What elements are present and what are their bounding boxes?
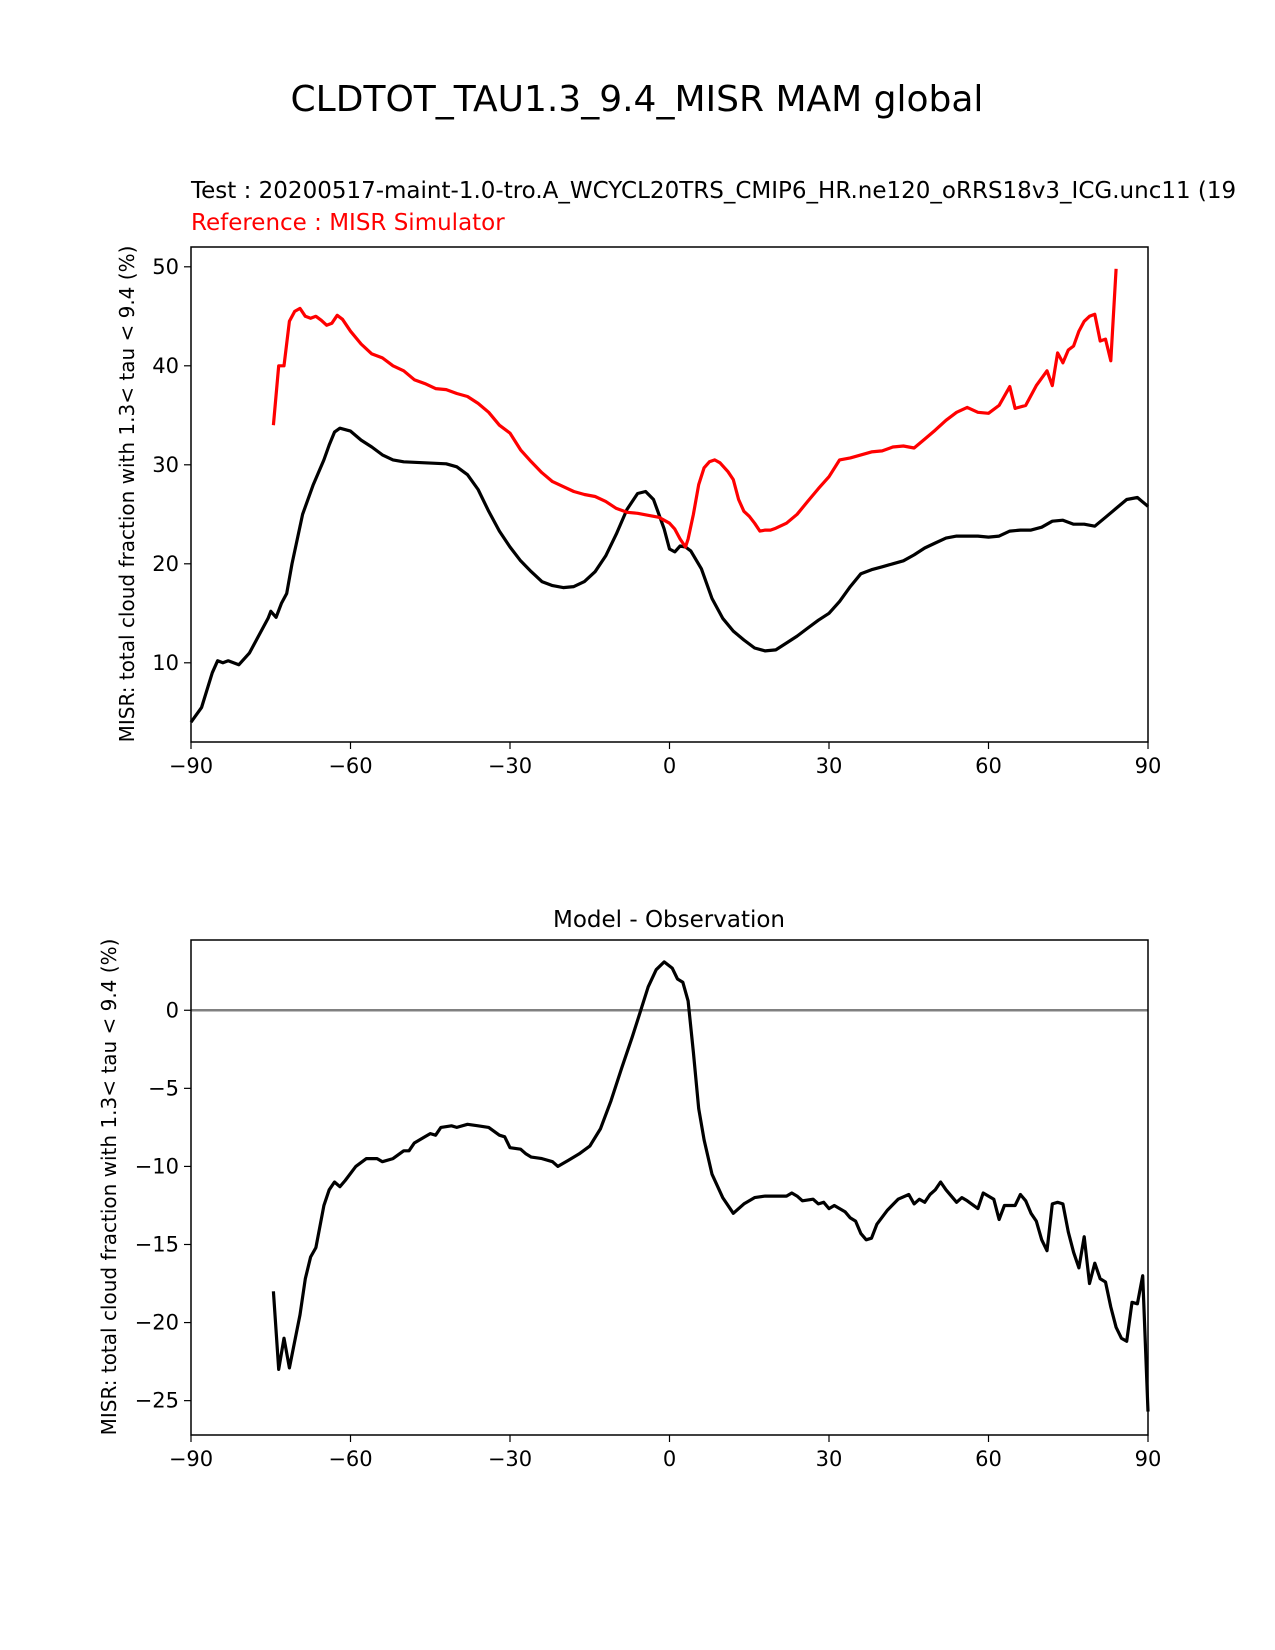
top-x-tick-label: 60 [975, 754, 1002, 778]
top-x-tick-label: −30 [488, 754, 532, 778]
bottom-plot-grid: −90 −60 −30 0 30 60 90 0 −5 −10 −15 −20 −25 [135, 998, 1162, 1471]
bottom-y-tick-label: −10 [135, 1154, 179, 1178]
top-plot: Test : 20200517-maint-1.0-tro.A_WCYCL20T… [115, 178, 1236, 778]
bottom-y-tick-label: 0 [166, 998, 179, 1022]
test-label: Test : 20200517-maint-1.0-tro.A_WCYCL20T… [190, 178, 1236, 204]
top-plot-series [189, 268, 1150, 724]
bottom-plot-frame [190, 939, 1149, 1436]
top-x-tick-label: −60 [328, 754, 372, 778]
bottom-plot-series [191, 960, 1150, 1412]
bottom-plot: Model - Observation −90 −60 −30 0 30 60 900−5−… [97, 907, 1161, 1471]
top-plot-frame [190, 246, 1149, 743]
top-y-tick-label: 30 [152, 453, 179, 477]
bottom-x-tick-label: −60 [328, 1447, 372, 1471]
bottom-x-tick-label: 30 [816, 1447, 843, 1471]
bottom-y-axis-label: MISR: total cloud fraction with 1.3< tau… [97, 939, 121, 1436]
top-y-tick-label: 20 [152, 552, 179, 576]
bottom-x-tick-label: −90 [169, 1447, 213, 1471]
top-y-tick-label: 50 [152, 255, 179, 279]
top-y-tick-label: 40 [152, 354, 179, 378]
bottom-y-tick-label: −5 [148, 1076, 179, 1100]
top-x-tick-label: 0 [663, 754, 676, 778]
top-plot-grid: −90 −60 −30 0 30 60 90 10 20 30 40 50 [152, 255, 1161, 778]
bottom-x-tick-label: −30 [488, 1447, 532, 1471]
top-y-axis-label: MISR: total cloud fraction with 1.3< tau… [115, 246, 139, 743]
top-reference-series-line [271, 268, 1118, 549]
bottom-y-tick-label: −15 [135, 1232, 179, 1256]
bottom-y-tick-label: −25 [135, 1389, 179, 1413]
top-x-tick-label: 90 [1135, 754, 1162, 778]
top-y-tick-label: 10 [152, 651, 179, 675]
bottom-x-tick-label: 60 [975, 1447, 1002, 1471]
top-x-tick-label: 30 [816, 754, 843, 778]
bottom-plot-title: Model - Observation [553, 907, 785, 933]
bottom-x-tick-label: 0 [663, 1447, 676, 1471]
top-test-series-line [189, 426, 1150, 724]
reference-label: Reference : MISR Simulator [191, 210, 505, 236]
figure-title: CLDTOT_TAU1.3_9.4_MISR MAM global [291, 79, 984, 120]
top-x-tick-label: −90 [169, 754, 213, 778]
bottom-y-tick-label: −20 [135, 1311, 179, 1335]
bottom-x-tick-label: 90 [1135, 1447, 1162, 1471]
bottom-difference-series-line [271, 960, 1150, 1412]
